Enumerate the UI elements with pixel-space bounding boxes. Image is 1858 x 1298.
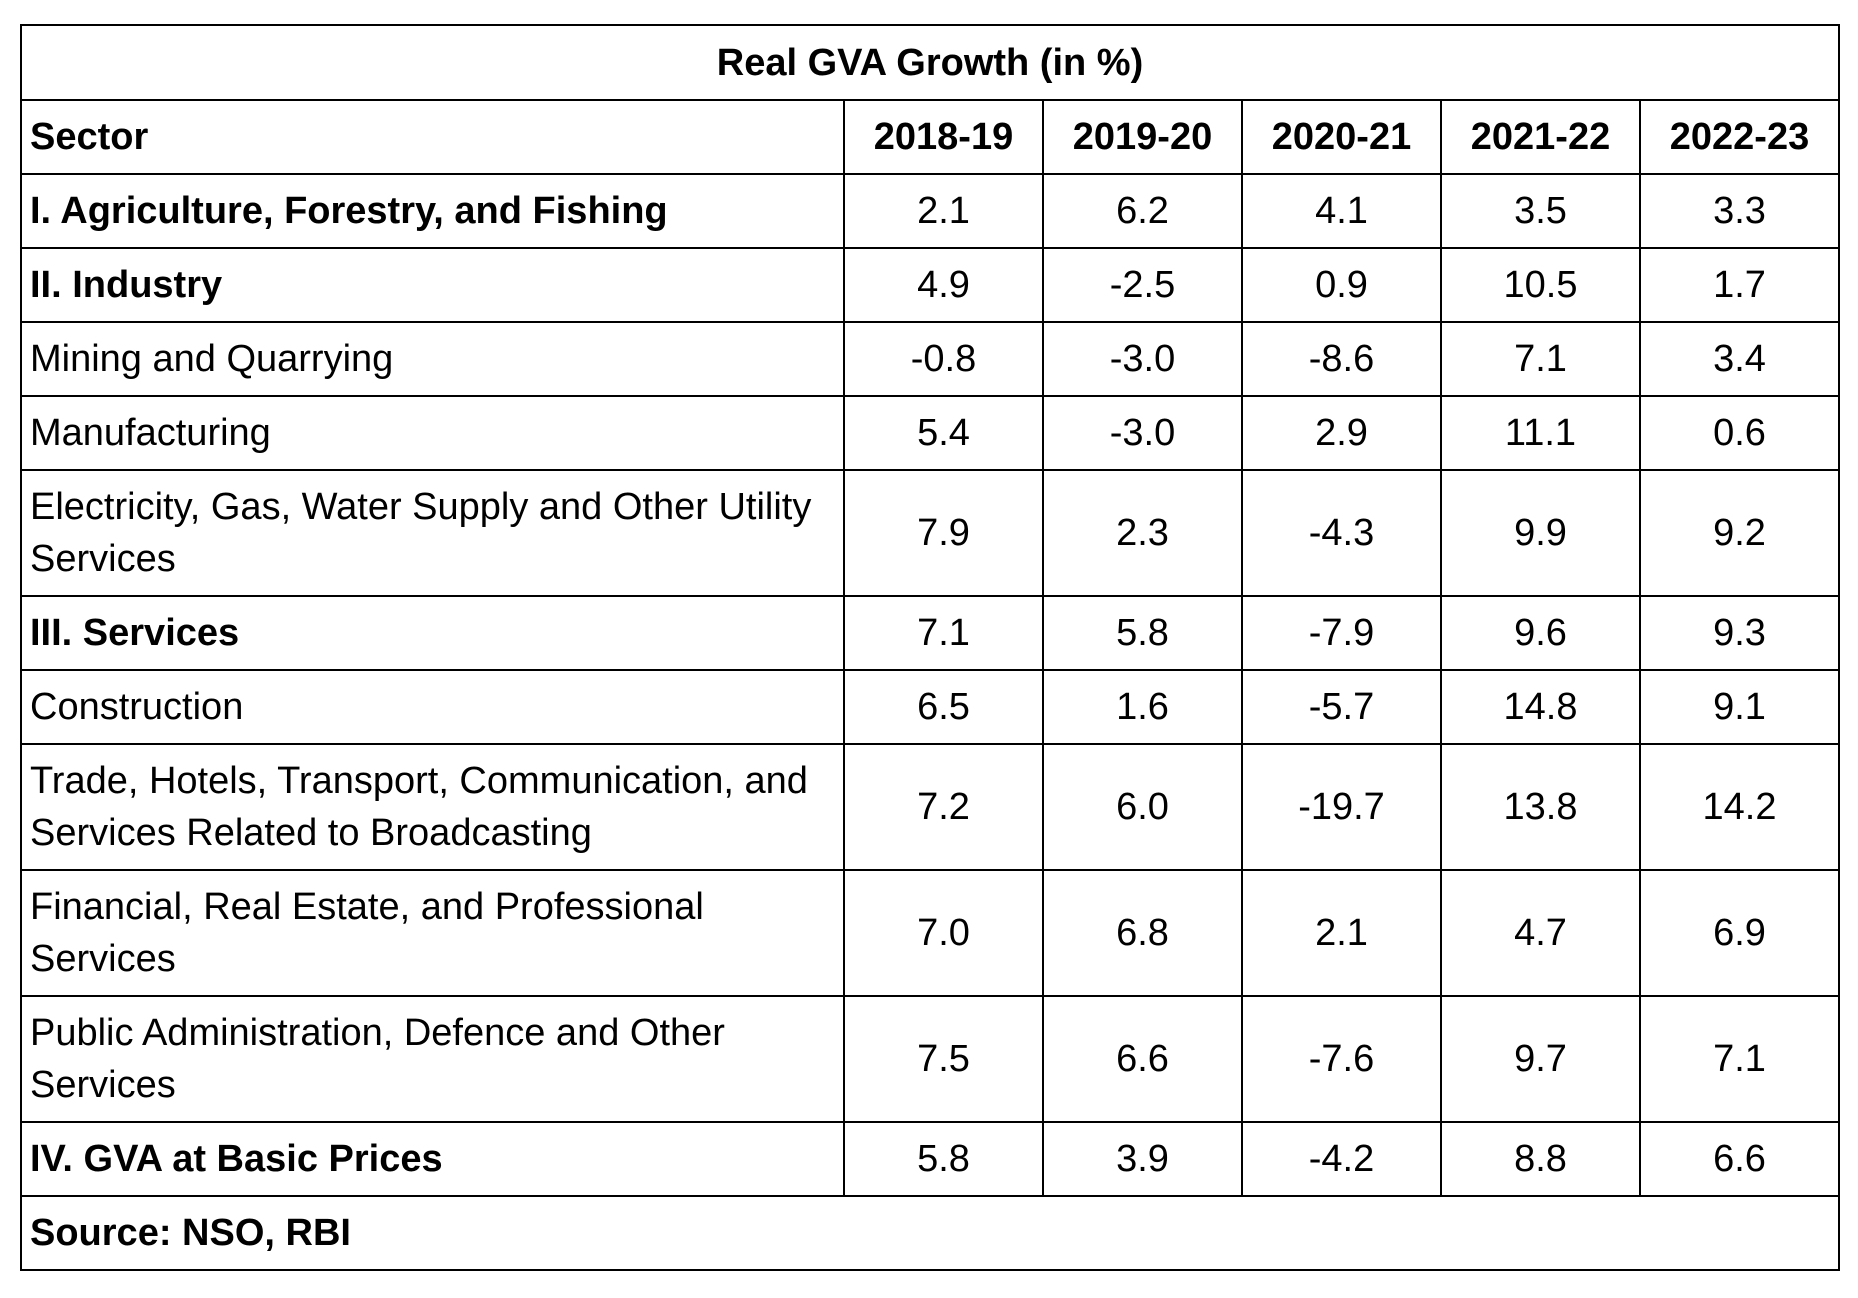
value-cell: 2.1 [843, 173, 1044, 249]
value-cell: 5.8 [843, 1121, 1044, 1197]
column-header-year: 2022-23 [1639, 99, 1840, 175]
value-cell: -3.0 [1042, 395, 1243, 471]
gva-growth-table: Real GVA Growth (in %) Sector 2018-19 20… [20, 24, 1840, 1271]
value-cell: -8.6 [1241, 321, 1442, 397]
value-cell: 14.8 [1440, 669, 1641, 745]
value-cell: -4.2 [1241, 1121, 1442, 1197]
column-header-year: 2018-19 [843, 99, 1044, 175]
value-cell: 6.6 [1042, 995, 1243, 1123]
sector-cell: Mining and Quarrying [20, 321, 845, 397]
value-cell: 0.6 [1639, 395, 1840, 471]
sector-cell: Public Administration, Defence and Other… [20, 995, 845, 1123]
value-cell: 11.1 [1440, 395, 1641, 471]
sector-cell: I. Agriculture, Forestry, and Fishing [20, 173, 845, 249]
value-cell: 9.9 [1440, 469, 1641, 597]
sector-cell: Trade, Hotels, Transport, Communication,… [20, 743, 845, 871]
table-row: Mining and Quarrying -0.8 -3.0 -8.6 7.1 … [20, 321, 1840, 397]
value-cell: -7.6 [1241, 995, 1442, 1123]
value-cell: 6.0 [1042, 743, 1243, 871]
value-cell: 8.8 [1440, 1121, 1641, 1197]
value-cell: 7.1 [1639, 995, 1840, 1123]
table-row: Electricity, Gas, Water Supply and Other… [20, 469, 1840, 597]
value-cell: 9.2 [1639, 469, 1840, 597]
column-header-sector: Sector [20, 99, 845, 175]
table-title: Real GVA Growth (in %) [20, 24, 1840, 101]
value-cell: 7.2 [843, 743, 1044, 871]
value-cell: 1.6 [1042, 669, 1243, 745]
value-cell: 9.7 [1440, 995, 1641, 1123]
table-row: Trade, Hotels, Transport, Communication,… [20, 743, 1840, 871]
value-cell: -19.7 [1241, 743, 1442, 871]
value-cell: 2.1 [1241, 869, 1442, 997]
value-cell: 1.7 [1639, 247, 1840, 323]
sector-cell: III. Services [20, 595, 845, 671]
value-cell: 7.1 [1440, 321, 1641, 397]
column-header-year: 2020-21 [1241, 99, 1442, 175]
value-cell: 9.1 [1639, 669, 1840, 745]
table-row: II. Industry 4.9 -2.5 0.9 10.5 1.7 [20, 247, 1840, 323]
value-cell: 3.4 [1639, 321, 1840, 397]
value-cell: 2.3 [1042, 469, 1243, 597]
value-cell: -5.7 [1241, 669, 1442, 745]
value-cell: -0.8 [843, 321, 1044, 397]
value-cell: 3.3 [1639, 173, 1840, 249]
table-header-row: Sector 2018-19 2019-20 2020-21 2021-22 2… [20, 99, 1840, 175]
value-cell: 4.7 [1440, 869, 1641, 997]
value-cell: 10.5 [1440, 247, 1641, 323]
value-cell: 4.1 [1241, 173, 1442, 249]
table-row: Public Administration, Defence and Other… [20, 995, 1840, 1123]
value-cell: 0.9 [1241, 247, 1442, 323]
source-note: Source: NSO, RBI [20, 1195, 1840, 1271]
value-cell: -7.9 [1241, 595, 1442, 671]
sector-cell: Construction [20, 669, 845, 745]
value-cell: 6.5 [843, 669, 1044, 745]
sector-cell: IV. GVA at Basic Prices [20, 1121, 845, 1197]
value-cell: 2.9 [1241, 395, 1442, 471]
value-cell: 7.1 [843, 595, 1044, 671]
value-cell: 5.8 [1042, 595, 1243, 671]
sector-cell: Manufacturing [20, 395, 845, 471]
value-cell: -4.3 [1241, 469, 1442, 597]
value-cell: 6.6 [1639, 1121, 1840, 1197]
column-header-year: 2021-22 [1440, 99, 1641, 175]
value-cell: 6.8 [1042, 869, 1243, 997]
column-header-year: 2019-20 [1042, 99, 1243, 175]
sector-cell: Financial, Real Estate, and Professional… [20, 869, 845, 997]
value-cell: 7.5 [843, 995, 1044, 1123]
value-cell: 9.6 [1440, 595, 1641, 671]
table-row: Construction 6.5 1.6 -5.7 14.8 9.1 [20, 669, 1840, 745]
value-cell: 7.9 [843, 469, 1044, 597]
value-cell: 3.9 [1042, 1121, 1243, 1197]
value-cell: 6.2 [1042, 173, 1243, 249]
table-title-row: Real GVA Growth (in %) [20, 24, 1840, 101]
table-row: I. Agriculture, Forestry, and Fishing 2.… [20, 173, 1840, 249]
value-cell: 13.8 [1440, 743, 1641, 871]
value-cell: 9.3 [1639, 595, 1840, 671]
value-cell: 7.0 [843, 869, 1044, 997]
table-row: Financial, Real Estate, and Professional… [20, 869, 1840, 997]
value-cell: 14.2 [1639, 743, 1840, 871]
value-cell: -2.5 [1042, 247, 1243, 323]
value-cell: 3.5 [1440, 173, 1641, 249]
table-row: Manufacturing 5.4 -3.0 2.9 11.1 0.6 [20, 395, 1840, 471]
sector-cell: Electricity, Gas, Water Supply and Other… [20, 469, 845, 597]
table-row: III. Services 7.1 5.8 -7.9 9.6 9.3 [20, 595, 1840, 671]
value-cell: -3.0 [1042, 321, 1243, 397]
value-cell: 6.9 [1639, 869, 1840, 997]
value-cell: 5.4 [843, 395, 1044, 471]
sector-cell: II. Industry [20, 247, 845, 323]
value-cell: 4.9 [843, 247, 1044, 323]
table-row: IV. GVA at Basic Prices 5.8 3.9 -4.2 8.8… [20, 1121, 1840, 1197]
source-row: Source: NSO, RBI [20, 1195, 1840, 1271]
